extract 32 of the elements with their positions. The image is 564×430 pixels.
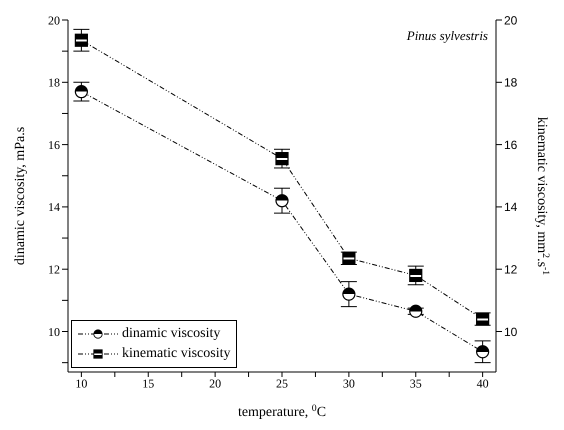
point: [74, 34, 88, 47]
x-tick-label: 10: [75, 376, 88, 391]
x-tick-label: 35: [410, 376, 422, 391]
y-tick-label: 20: [48, 13, 60, 28]
point: [74, 85, 88, 98]
x-axis-title: temperature, $^{0}$C: [238, 402, 326, 420]
y-tick-label: 12: [48, 262, 60, 276]
y2-tick-label: 14: [504, 200, 518, 214]
x-tick-label: 25: [276, 376, 288, 391]
y2-tick-label: 16: [504, 138, 518, 152]
y2-tick-label: 10: [504, 324, 518, 339]
x-tick-label: 30: [342, 376, 355, 391]
point: [275, 152, 289, 166]
x-tick-label: 20: [209, 376, 222, 391]
x-tick-label: 15: [142, 376, 154, 391]
point: [342, 288, 356, 301]
y-tick-label: 10: [48, 324, 60, 339]
y-tick-label: 16: [48, 138, 60, 152]
y-tick-label: 14: [48, 200, 60, 214]
point: [476, 345, 490, 358]
legend-label: dinamic viscosity: [122, 325, 220, 343]
point: [409, 268, 422, 282]
y2-tick-label: 20: [504, 13, 518, 28]
point: [409, 304, 422, 318]
x-tick-label: 40: [476, 376, 489, 391]
annotation: Pinus sylvestris: [406, 28, 488, 43]
point: [275, 194, 289, 208]
y-tick-label: 18: [48, 76, 60, 90]
legend-label: kinematic viscosity: [122, 345, 230, 363]
y2-tick-label: 18: [504, 76, 518, 90]
y2-tick-label: 12: [504, 262, 518, 276]
y-axis-title: dinamic viscosity, mPa.s: [13, 126, 28, 266]
